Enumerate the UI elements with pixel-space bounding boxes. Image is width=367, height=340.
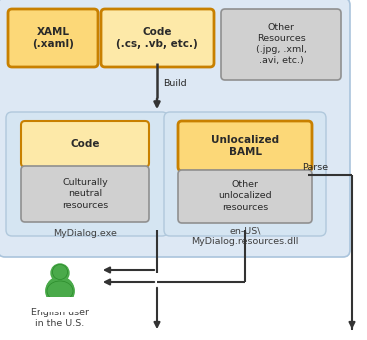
- Ellipse shape: [52, 265, 68, 279]
- Text: Other
unlocalized
resources: Other unlocalized resources: [218, 181, 272, 211]
- Text: Code: Code: [70, 139, 100, 149]
- Text: MyDialog.exe: MyDialog.exe: [53, 230, 117, 238]
- Text: Build: Build: [163, 79, 187, 87]
- FancyBboxPatch shape: [178, 170, 312, 223]
- FancyBboxPatch shape: [101, 9, 214, 67]
- FancyBboxPatch shape: [8, 9, 98, 67]
- Text: XAML
(.xaml): XAML (.xaml): [32, 27, 74, 49]
- FancyBboxPatch shape: [164, 112, 326, 236]
- Text: Parse: Parse: [302, 164, 328, 172]
- Circle shape: [51, 264, 69, 282]
- FancyBboxPatch shape: [21, 121, 149, 167]
- Circle shape: [46, 277, 74, 305]
- FancyBboxPatch shape: [178, 121, 312, 171]
- FancyBboxPatch shape: [21, 166, 149, 222]
- Text: Unlocalized
BAML: Unlocalized BAML: [211, 135, 279, 157]
- Ellipse shape: [47, 281, 73, 301]
- Text: English user
in the U.S.: English user in the U.S.: [31, 308, 89, 328]
- Text: en-US\: en-US\: [229, 226, 261, 236]
- Text: MyDialog.resources.dll: MyDialog.resources.dll: [191, 237, 299, 245]
- FancyBboxPatch shape: [221, 9, 341, 80]
- Text: Code
(.cs, .vb, etc.): Code (.cs, .vb, etc.): [116, 27, 198, 49]
- Bar: [40, 297, 80, 312]
- FancyBboxPatch shape: [0, 0, 350, 257]
- FancyBboxPatch shape: [6, 112, 168, 236]
- Text: Culturally
neutral
resources: Culturally neutral resources: [62, 178, 108, 209]
- Text: Other
Resources
(.jpg, .xml,
.avi, etc.): Other Resources (.jpg, .xml, .avi, etc.): [255, 23, 306, 65]
- Circle shape: [46, 277, 74, 305]
